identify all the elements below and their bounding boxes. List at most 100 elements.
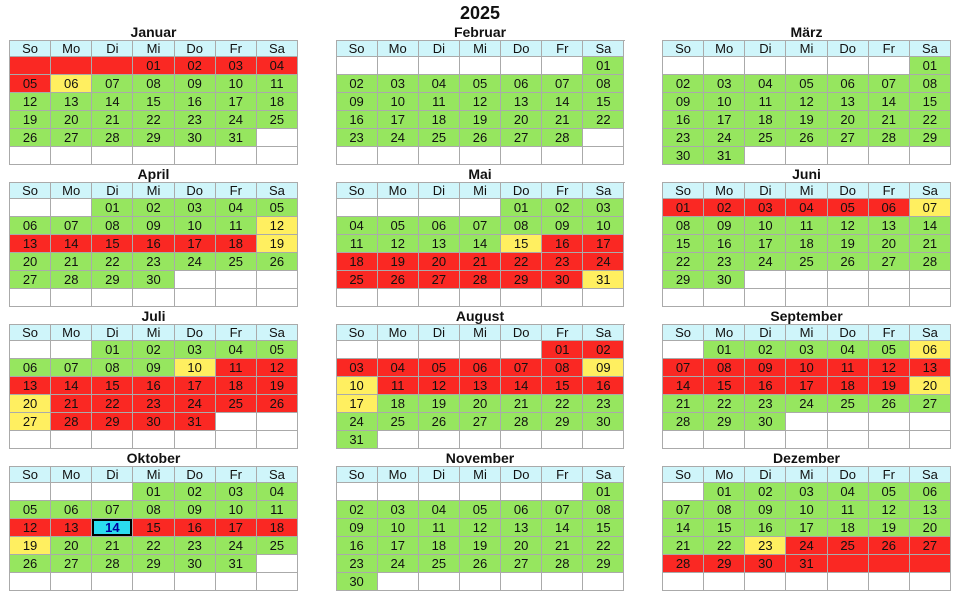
empty-cell bbox=[133, 289, 175, 307]
day-cell: 07 bbox=[92, 501, 134, 519]
day-cell: 06 bbox=[10, 359, 52, 377]
weekday-header: Fr bbox=[542, 41, 584, 57]
empty-cell bbox=[745, 573, 787, 591]
day-cell: 10 bbox=[377, 519, 419, 537]
day-cell: 01 bbox=[704, 341, 746, 359]
day-cell: 23 bbox=[745, 395, 787, 413]
day-cell: 01 bbox=[133, 483, 175, 501]
day-cell: 03 bbox=[215, 57, 257, 75]
day-cell: 22 bbox=[92, 395, 134, 413]
day-cell: 11 bbox=[377, 377, 419, 395]
day-cell: 13 bbox=[418, 235, 460, 253]
day-cell: 26 bbox=[418, 413, 460, 431]
empty-cell bbox=[663, 341, 705, 359]
day-cell: 24 bbox=[745, 253, 787, 271]
day-cell: 03 bbox=[786, 483, 828, 501]
weekday-header: Mo bbox=[377, 467, 419, 483]
empty-cell bbox=[909, 147, 951, 165]
day-cell: 28 bbox=[542, 129, 584, 147]
weekday-header: So bbox=[663, 467, 705, 483]
day-cell: 16 bbox=[133, 235, 175, 253]
empty-cell bbox=[909, 555, 951, 573]
day-cell: 18 bbox=[745, 111, 787, 129]
weekday-header: Di bbox=[745, 467, 787, 483]
empty-cell bbox=[256, 289, 298, 307]
month-januar: Januar So Mo Di Mi Do Fr Sa 01 02 03 04 05 06 07 08 09 10… bbox=[9, 23, 298, 165]
day-cell: 22 bbox=[542, 395, 584, 413]
weekday-header: Di bbox=[418, 325, 460, 341]
empty-cell bbox=[336, 147, 378, 165]
weekday-header: Mi bbox=[786, 41, 828, 57]
day-cell: 27 bbox=[501, 129, 543, 147]
months-grid: Januar So Mo Di Mi Do Fr Sa 01 02 03 04 05 06 07 08 09 10… bbox=[0, 23, 960, 591]
day-cell: 09 bbox=[133, 217, 175, 235]
empty-cell bbox=[10, 289, 52, 307]
day-cell: 07 bbox=[542, 75, 584, 93]
day-cell: 21 bbox=[868, 111, 910, 129]
empty-cell bbox=[51, 573, 93, 591]
empty-cell bbox=[174, 147, 216, 165]
day-cell: 22 bbox=[92, 253, 134, 271]
weekday-header: Do bbox=[174, 325, 216, 341]
weekday-header: Mo bbox=[377, 41, 419, 57]
day-cell: 23 bbox=[133, 395, 175, 413]
day-cell: 12 bbox=[868, 501, 910, 519]
day-cell: 01 bbox=[92, 341, 134, 359]
weekday-header: Sa bbox=[583, 467, 625, 483]
empty-cell bbox=[377, 147, 419, 165]
day-cell: 29 bbox=[663, 271, 705, 289]
empty-cell bbox=[501, 573, 543, 591]
empty-cell bbox=[501, 289, 543, 307]
weekday-header: Mo bbox=[704, 183, 746, 199]
month-mai: Mai So Mo Di Mi Do Fr Sa 01 02 03 04 05 06 07 08 09 10 11 1… bbox=[335, 165, 625, 307]
day-cell: 20 bbox=[868, 235, 910, 253]
day-cell: 21 bbox=[501, 395, 543, 413]
day-cell: 04 bbox=[418, 75, 460, 93]
day-cell: 16 bbox=[174, 93, 216, 111]
day-cell: 28 bbox=[51, 413, 93, 431]
day-cell: 19 bbox=[459, 111, 502, 129]
empty-cell bbox=[704, 573, 746, 591]
empty-cell bbox=[501, 341, 543, 359]
day-cell: 05 bbox=[786, 75, 828, 93]
empty-cell bbox=[418, 57, 460, 75]
day-cell: 18 bbox=[418, 537, 460, 555]
day-cell: 13 bbox=[501, 93, 543, 111]
day-cell: 08 bbox=[133, 75, 175, 93]
day-cell: 08 bbox=[92, 217, 134, 235]
month-februar: Februar So Mo Di Mi Do Fr Sa 01 02 03 04 05 06 07 08 09 1… bbox=[335, 23, 625, 165]
day-cell: 30 bbox=[133, 413, 175, 431]
day-cell: 06 bbox=[909, 483, 951, 501]
day-cell: 20 bbox=[501, 537, 543, 555]
day-cell: 16 bbox=[583, 377, 625, 395]
empty-cell bbox=[215, 413, 257, 431]
day-cell: 20 bbox=[51, 537, 93, 555]
empty-cell bbox=[827, 431, 869, 449]
weekday-header: So bbox=[10, 325, 52, 341]
day-cell: 12 bbox=[256, 217, 298, 235]
empty-cell bbox=[827, 555, 869, 573]
day-cell: 08 bbox=[583, 501, 625, 519]
day-cell: 05 bbox=[827, 199, 869, 217]
weekday-header: Do bbox=[827, 183, 869, 199]
empty-cell bbox=[336, 199, 378, 217]
day-cell: 20 bbox=[909, 519, 951, 537]
empty-cell bbox=[786, 271, 828, 289]
day-cell: 20 bbox=[459, 395, 502, 413]
empty-cell bbox=[542, 57, 584, 75]
weekday-header: So bbox=[336, 183, 378, 199]
month-grid: So Mo Di Mi Do Fr Sa 01 02 03 04 05 06 07 08 09 10 11 12 13… bbox=[662, 40, 951, 165]
day-cell: 24 bbox=[215, 111, 257, 129]
empty-cell bbox=[10, 431, 52, 449]
day-cell: 05 bbox=[459, 75, 502, 93]
empty-cell bbox=[868, 555, 910, 573]
day-cell: 27 bbox=[827, 129, 869, 147]
empty-cell bbox=[663, 57, 705, 75]
day-cell: 22 bbox=[501, 253, 543, 271]
day-cell: 15 bbox=[92, 235, 134, 253]
day-cell: 17 bbox=[377, 111, 419, 129]
empty-cell bbox=[10, 147, 52, 165]
day-cell: 30 bbox=[174, 555, 216, 573]
empty-cell bbox=[92, 483, 134, 501]
day-cell: 06 bbox=[501, 75, 543, 93]
